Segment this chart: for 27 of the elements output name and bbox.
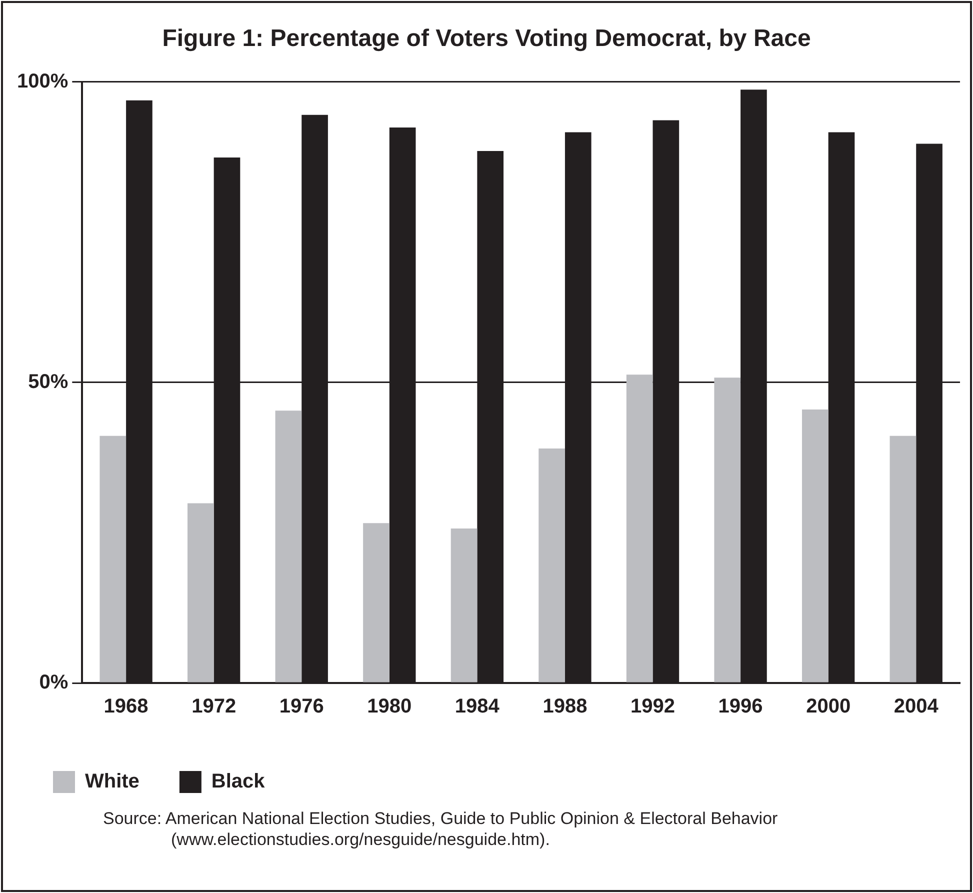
bar <box>890 436 916 682</box>
x-tick-label: 1988 <box>542 696 588 718</box>
x-tick-label: 2004 <box>894 696 940 718</box>
x-tick-label: 1984 <box>454 696 500 718</box>
x-tick-label: 1996 <box>718 696 763 718</box>
chart-title: Figure 1: Percentage of Voters Voting Democrat, by Race <box>162 25 811 52</box>
source-note: Source: American National Election Studies, Guide to Public Opinion & Electoral Behavior (www.electionstudies.org/nesguide/nesguide.htm). <box>103 808 779 850</box>
y-tick-label: 100% <box>16 70 68 92</box>
x-tick-label: 1992 <box>630 696 676 718</box>
legend-label: Black <box>211 770 266 793</box>
y-tick-label: 50% <box>28 370 68 393</box>
x-tick-label: 1972 <box>192 696 236 718</box>
bar <box>538 448 565 682</box>
bar <box>363 523 390 682</box>
bar <box>187 503 214 682</box>
bar <box>714 378 741 682</box>
x-tick-label: 2000 <box>806 696 851 718</box>
x-tick-label: 1980 <box>367 696 412 718</box>
y-tick-label: 0% <box>39 672 68 694</box>
bar <box>802 409 828 682</box>
bar <box>100 436 126 682</box>
bar <box>275 410 302 682</box>
x-tick-label: 1976 <box>279 696 324 718</box>
bar <box>626 374 653 682</box>
x-tick-label: 1968 <box>104 696 148 718</box>
bar <box>450 528 478 682</box>
legend-label: White <box>85 770 140 793</box>
